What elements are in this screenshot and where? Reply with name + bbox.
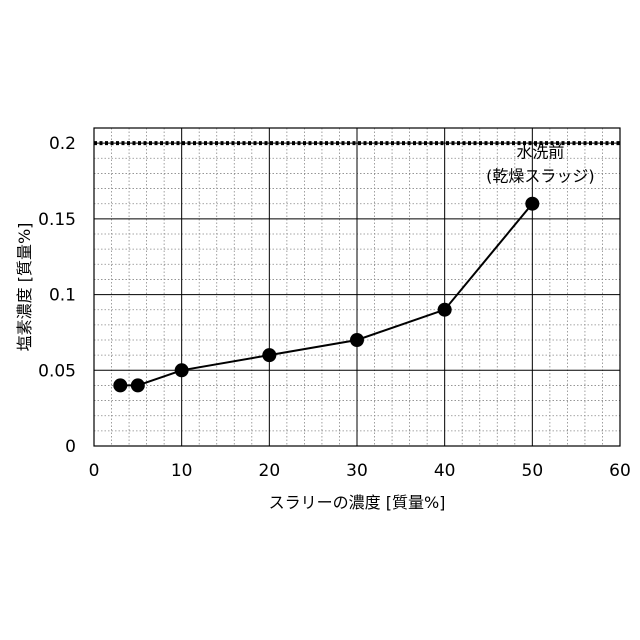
x-axis-title: スラリーの濃度 [質量%] xyxy=(269,493,446,512)
x-tick-label: 0 xyxy=(89,461,100,481)
y-tick-label: 0.05 xyxy=(38,361,76,381)
x-tick-label: 50 xyxy=(522,461,544,481)
y-tick-label: 0.1 xyxy=(49,286,76,306)
y-tick-label: 0.15 xyxy=(38,210,76,230)
data-point xyxy=(350,333,364,347)
data-point xyxy=(113,378,127,392)
data-point xyxy=(175,363,189,377)
y-tick-label: 0 xyxy=(65,437,76,457)
data-point xyxy=(131,378,145,392)
x-tick-label: 10 xyxy=(171,461,193,481)
annotation-label: (乾燥スラッジ) xyxy=(486,167,595,186)
x-tick-label: 60 xyxy=(609,461,631,481)
x-tick-label: 40 xyxy=(434,461,456,481)
y-tick-label: 0.2 xyxy=(49,134,76,154)
x-tick-label: 30 xyxy=(346,461,368,481)
data-point xyxy=(525,197,539,211)
data-point xyxy=(438,303,452,317)
x-tick-label: 20 xyxy=(259,461,281,481)
y-axis-title: 塩素濃度 [質量%] xyxy=(15,223,34,352)
annotation-label: 水洗前 xyxy=(516,143,564,162)
data-point xyxy=(262,348,276,362)
